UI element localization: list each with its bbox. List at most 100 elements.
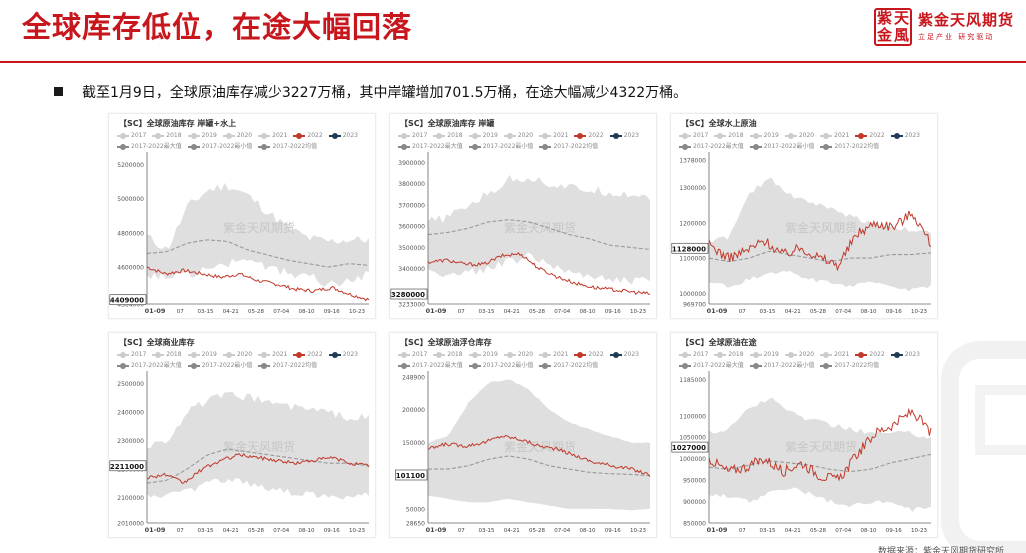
legend-item: 2021 <box>258 130 287 141</box>
y-tick-label: 2300000 <box>117 438 144 445</box>
chart-title: 【SC】全球水上原油 <box>681 119 757 128</box>
legend-item: 2023 <box>328 349 358 360</box>
series-2022-line <box>427 251 651 295</box>
y-tick-label: 950000 <box>683 478 706 485</box>
y-tick-label: 3700000 <box>398 202 425 209</box>
x-tick-label: 08-10 <box>299 309 315 315</box>
current-value-label: 2211000 <box>110 463 144 471</box>
chart-watermark: 紫金天风期货 <box>785 220 857 235</box>
legend-item: 2020 <box>222 130 252 141</box>
x-tick-label: 04-21 <box>223 309 239 315</box>
logo-char: 天 <box>893 9 909 27</box>
current-value-box <box>390 288 428 300</box>
legend-item: 2021 <box>820 130 849 141</box>
logo-char: 紫 <box>876 9 892 27</box>
legend-item: 2017-2022均值 <box>539 141 598 152</box>
chart-title: 【SC】全球商业库存 <box>119 338 195 347</box>
chart-panel: 【SC】全球原油浮仓库存 2017 2018 2019 2020 2021 2022 2023… <box>389 332 657 538</box>
chart-legend: 2017 2018 2019 2020 2021 2022 2023 2017-2022最大值… <box>117 130 373 152</box>
chart-legend: 2017 2018 2019 2020 2021 2022 2023 2017-2022最大值… <box>398 349 654 371</box>
legend-item: 2017 <box>398 349 427 360</box>
legend-item: 2017-2022最小值 <box>749 360 814 371</box>
x-tick-label: 04-21 <box>504 309 520 315</box>
x-tick-label: 10-23 <box>630 528 646 534</box>
y-tick-label: 3400000 <box>398 266 425 273</box>
y-tick-label: 969700 <box>683 302 706 309</box>
x-tick-label: 03-15 <box>198 309 214 315</box>
legend-item: 2017 <box>679 130 708 141</box>
average-line <box>708 250 932 263</box>
x-tick-label: 07-04 <box>835 309 851 315</box>
y-tick-label: 1100000 <box>679 413 706 420</box>
range-band <box>147 391 369 500</box>
y-tick-label: 248900 <box>402 375 425 382</box>
summary-text: 截至1月9日，全球原油库存减少3227万桶，其中岸罐增加701.5万桶，在途大幅… <box>82 85 688 101</box>
y-tick-label: 1300000 <box>679 185 706 192</box>
x-tick-label: 03-15 <box>479 309 495 315</box>
x-tick-label: 10-23 <box>349 528 365 534</box>
y-tick-label: 1185000 <box>679 377 706 384</box>
legend-item: 2017-2022最大值 <box>117 141 182 152</box>
x-tick-label: 04-21 <box>785 528 801 534</box>
chart-title: 【SC】全球原油库存 岸罐+水上 <box>119 119 237 128</box>
legend-item: 2023 <box>890 130 920 141</box>
chart-watermark: 紫金天风期货 <box>785 439 857 454</box>
x-tick-label: 07-04 <box>554 528 570 534</box>
chart-plot: 紫金天风期货 1185000 1100000 1050000 1000000 950000… <box>671 371 932 534</box>
x-tick-label: 07 <box>177 309 184 315</box>
current-value-box <box>671 242 709 254</box>
brand-slogan: 立足产业 研究驱动 <box>918 33 995 41</box>
y-tick-label: 1050000 <box>679 435 706 442</box>
legend-item: 2018 <box>433 130 463 141</box>
x-tick-label: 08-10 <box>861 309 877 315</box>
series-2022-line <box>146 266 370 302</box>
y-tick-label: 50000 <box>406 506 425 513</box>
legend-item: 2023 <box>890 349 920 360</box>
legend-item: 2017-2022均值 <box>539 360 598 371</box>
legend-item: 2019 <box>468 130 498 141</box>
x-tick-label: 07 <box>458 309 465 315</box>
x-tick-label: 07-04 <box>273 528 289 534</box>
legend-item: 2020 <box>784 349 814 360</box>
current-value-label: 101100 <box>396 472 425 480</box>
logo-char: 金 <box>876 26 892 44</box>
legend-item: 2023 <box>609 130 639 141</box>
x-tick-label: 08-10 <box>580 528 596 534</box>
legend-item: 2017 <box>679 349 708 360</box>
current-value-box <box>671 441 709 453</box>
average-line <box>427 219 651 250</box>
y-tick-label: 2100000 <box>117 495 144 502</box>
chart-title: 【SC】全球原油库存 岸罐 <box>400 119 495 128</box>
y-tick-label: 850000 <box>683 521 706 528</box>
x-tick-label: 09-16 <box>324 309 340 315</box>
page-title: 全球库存低位，在途大幅回落 <box>22 10 413 44</box>
y-tick-label: 3500000 <box>398 245 425 252</box>
x-tick-label: 01-09 <box>145 307 166 315</box>
chart-title: 【SC】全球原油浮仓库存 <box>400 338 492 347</box>
y-tick-label: 5000000 <box>117 196 144 203</box>
legend-item: 2017-2022最大值 <box>117 360 182 371</box>
logo-char: 風 <box>893 26 909 44</box>
chart-legend: 2017 2018 2019 2020 2021 2022 2023 2017-2022最大值… <box>398 130 654 152</box>
x-tick-label: 03-15 <box>760 309 776 315</box>
y-tick-label: 2400000 <box>117 410 144 417</box>
legend-item: 2020 <box>222 349 252 360</box>
chart-watermark: 紫金天风期货 <box>223 439 295 454</box>
legend-item: 2021 <box>258 349 287 360</box>
y-tick-label: 4600000 <box>117 265 144 272</box>
legend-item: 2021 <box>820 349 849 360</box>
data-source-note: 数据来源：紫金天风期货研究所 <box>878 547 1005 553</box>
current-value-label: 1128000 <box>672 245 706 253</box>
y-tick-label: 200000 <box>402 407 425 414</box>
x-tick-label: 01-09 <box>145 526 166 534</box>
legend-item: 2021 <box>539 130 568 141</box>
x-tick-label: 07-04 <box>554 309 570 315</box>
chart-legend: 2017 2018 2019 2020 2021 2022 2023 2017-2022最大值… <box>679 130 935 152</box>
x-tick-label: 05-28 <box>810 309 826 315</box>
x-tick-label: 09-16 <box>886 528 902 534</box>
range-band <box>709 397 931 512</box>
chart-legend: 2017 2018 2019 2020 2021 2022 2023 2017-2022最大值… <box>117 349 373 371</box>
x-tick-label: 01-09 <box>707 307 728 315</box>
chart-panel: 【SC】全球原油在途 2017 2018 2019 2020 2021 2022 2023 20… <box>670 332 938 538</box>
legend-item: 2022 <box>574 130 604 141</box>
